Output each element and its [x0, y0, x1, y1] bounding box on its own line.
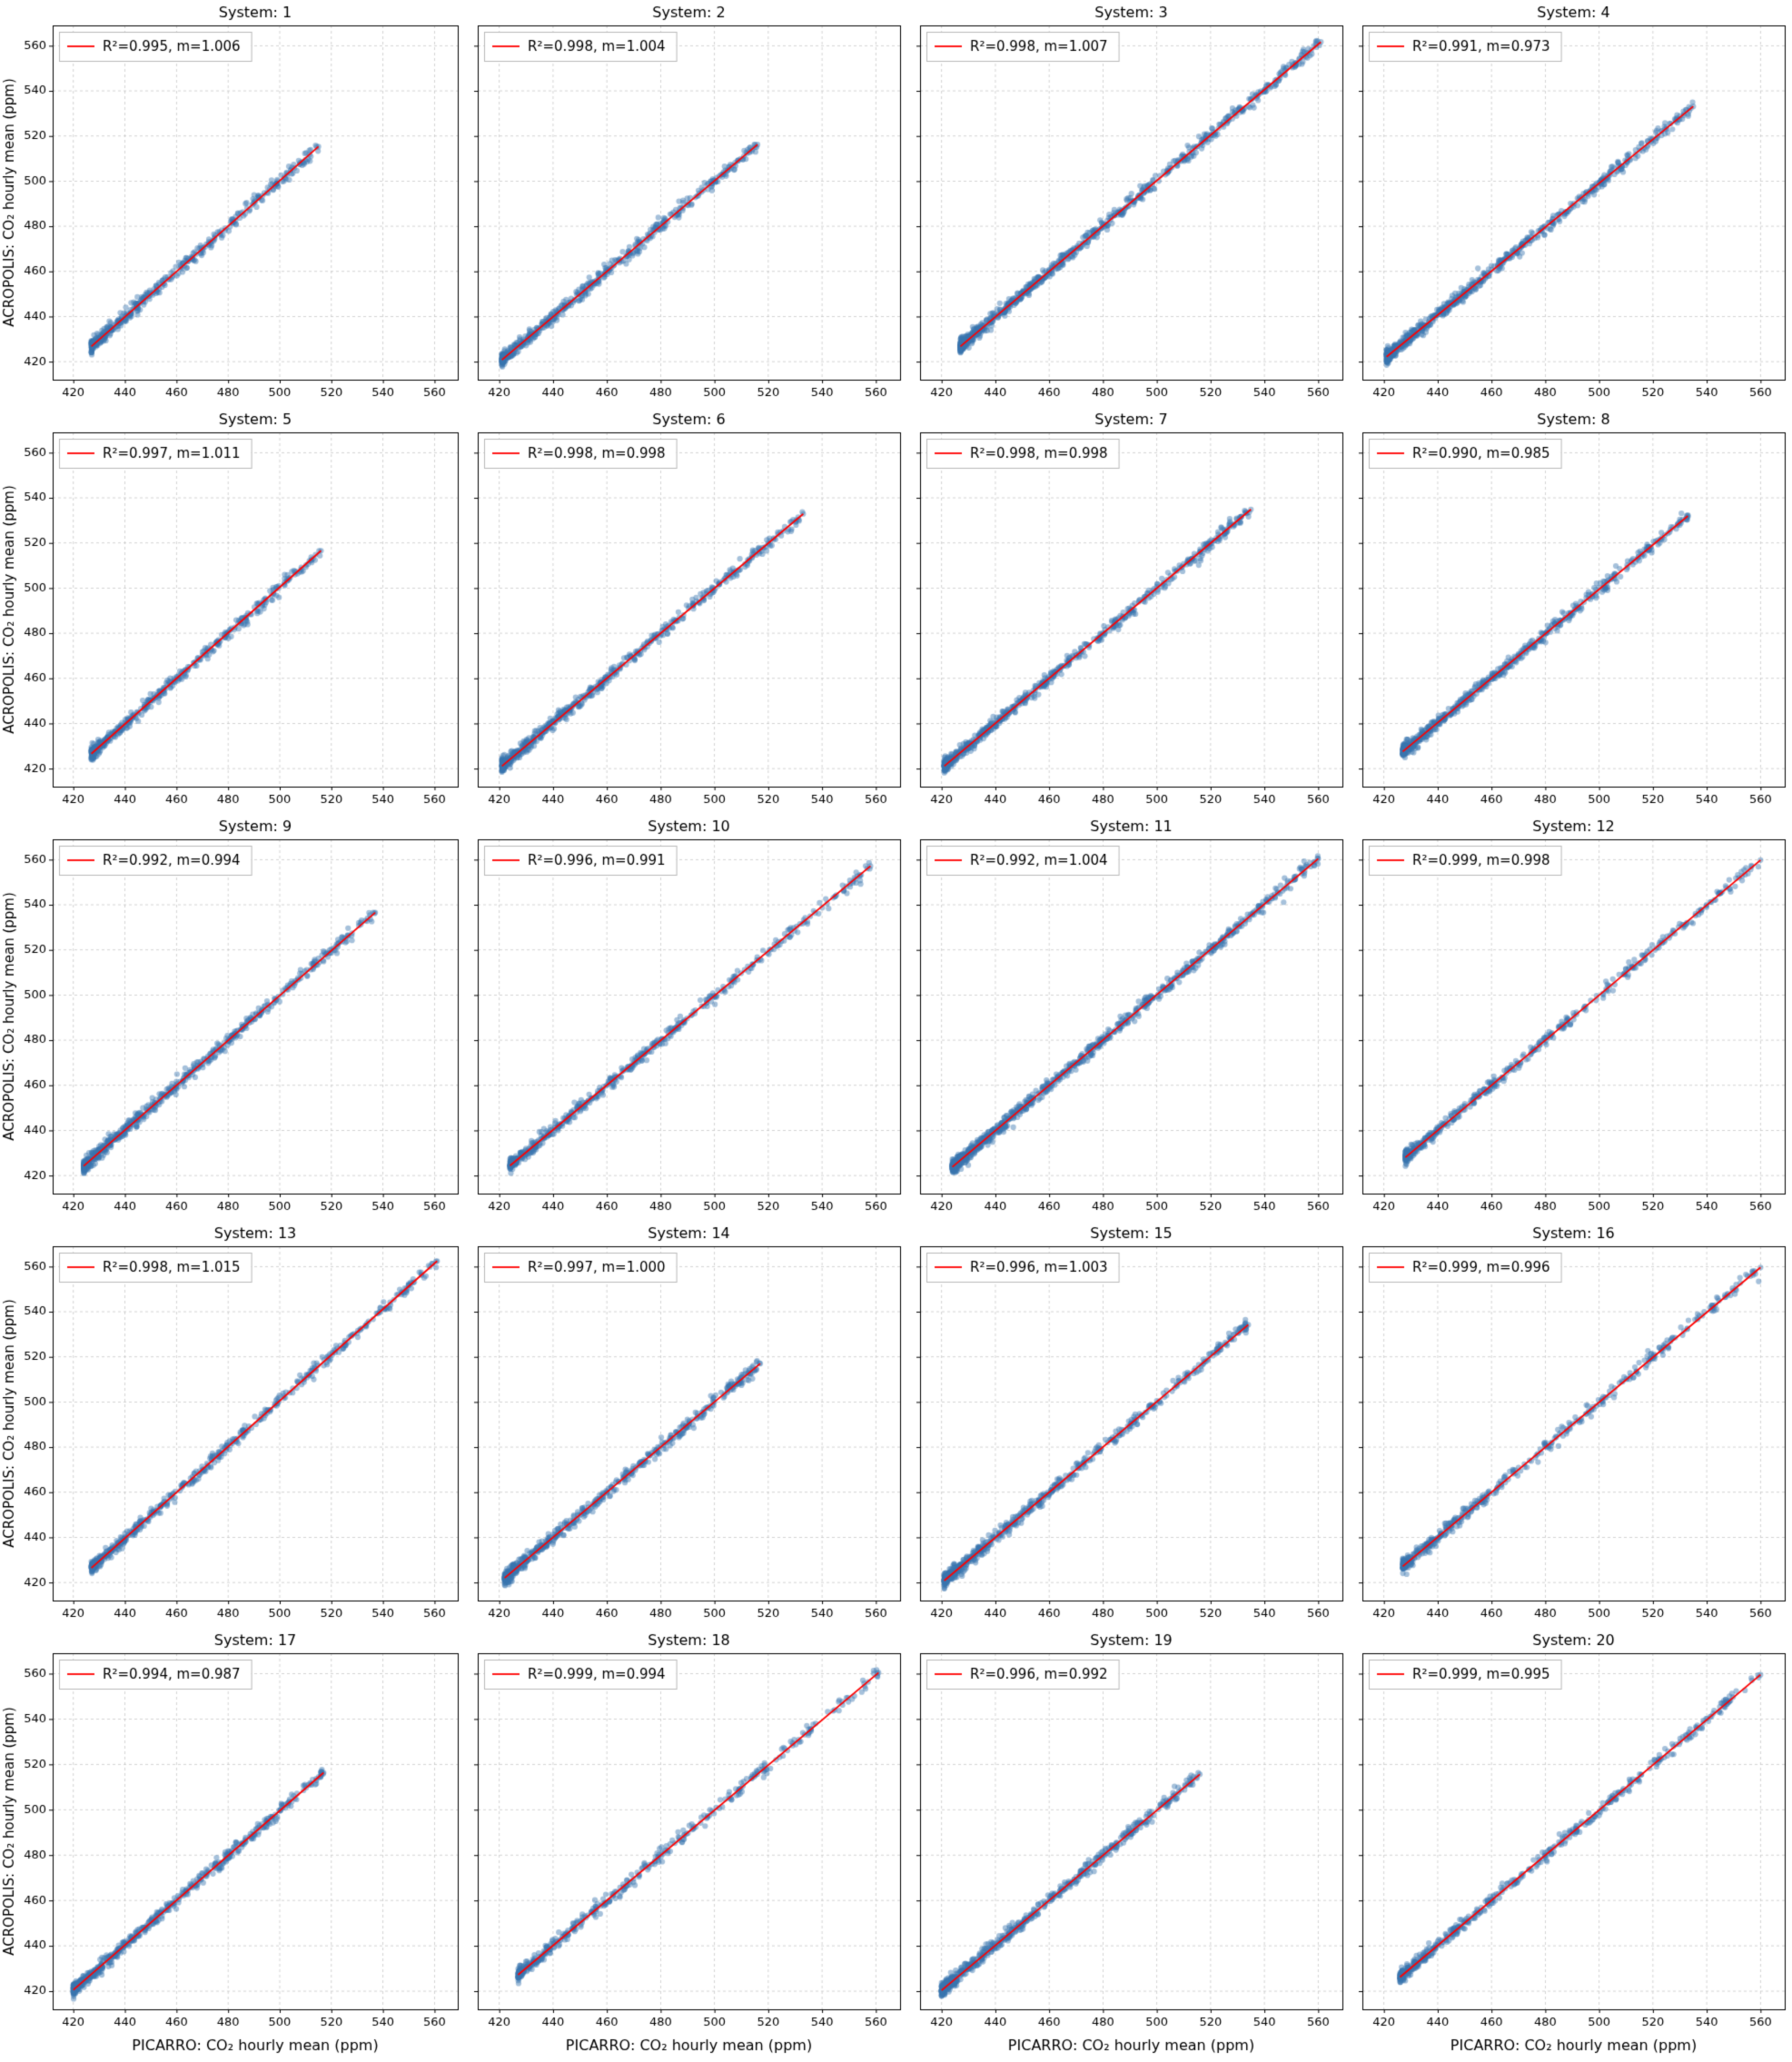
subplot-canvas-system-17	[0, 1628, 465, 2062]
subplot-canvas-system-16	[1350, 1221, 1792, 1628]
subplot-canvas-system-20	[1350, 1628, 1792, 2062]
subplot-canvas-system-8	[1350, 407, 1792, 814]
subplot-canvas-system-9	[0, 814, 465, 1221]
subplot-canvas-system-19	[907, 1628, 1350, 2062]
subplot-canvas-system-15	[907, 1221, 1350, 1628]
subplot-canvas-system-10	[465, 814, 907, 1221]
subplot-canvas-system-18	[465, 1628, 907, 2062]
subplot-canvas-system-11	[907, 814, 1350, 1221]
subplot-canvas-system-1	[0, 0, 465, 407]
subplot-canvas-system-7	[907, 407, 1350, 814]
subplot-canvas-system-4	[1350, 0, 1792, 407]
subplot-canvas-system-2	[465, 0, 907, 407]
subplot-canvas-system-3	[907, 0, 1350, 407]
subplot-canvas-system-13	[0, 1221, 465, 1628]
subplot-canvas-system-5	[0, 407, 465, 814]
subplot-canvas-system-14	[465, 1221, 907, 1628]
subplot-canvas-system-6	[465, 407, 907, 814]
subplot-canvas-system-12	[1350, 814, 1792, 1221]
